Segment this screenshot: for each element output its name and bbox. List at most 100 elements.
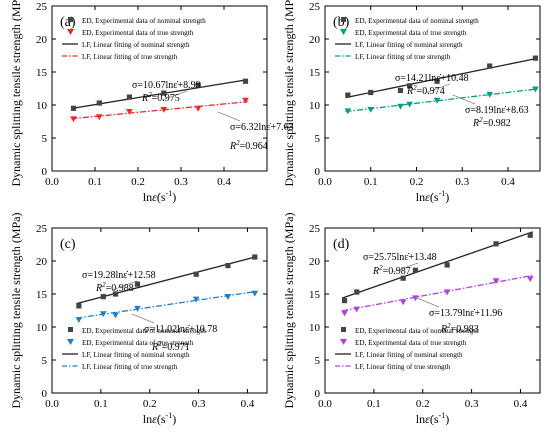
equation-nominal: σ=14.21lnε̇+10.48 bbox=[395, 73, 469, 84]
point-true bbox=[126, 109, 133, 115]
x-tick-label: 0.1 bbox=[367, 398, 381, 410]
point-nominal bbox=[112, 291, 119, 297]
chart-panel-c: 0 5 10 15 20 25 0.0 0.1 0.2 0.3 0.4 (c) σ=19.28lnε̇+… bbox=[9, 213, 268, 426]
r2-value: =0.971 bbox=[162, 342, 190, 353]
r2-true: R2=0.982 bbox=[472, 116, 511, 129]
y-tick-label: 25 bbox=[309, 223, 321, 235]
equation-true: σ=11.02lnε̇+10.78 bbox=[144, 324, 217, 335]
x-axis-label-close: ) bbox=[172, 190, 176, 204]
panel-label: (d) bbox=[333, 237, 350, 252]
x-axis-label: lnε̇(s-1) bbox=[416, 411, 449, 426]
point-true bbox=[353, 306, 361, 313]
x-tick-label: 0.4 bbox=[514, 398, 528, 410]
point-nominal bbox=[96, 100, 102, 106]
y-tick-label: 15 bbox=[36, 289, 48, 301]
equation-true: σ=13.79lnε̇+11.96 bbox=[429, 308, 502, 319]
point-true bbox=[341, 310, 348, 317]
r2-superscript: 2 bbox=[158, 340, 162, 348]
r2-value: =0.983 bbox=[451, 324, 479, 335]
point-nominal bbox=[341, 298, 348, 304]
r2-superscript: 2 bbox=[148, 91, 152, 99]
x-tick-label: 0.4 bbox=[217, 176, 231, 188]
r2-value: =0.982 bbox=[483, 118, 511, 129]
point-true bbox=[367, 107, 375, 113]
r2-superscript: 2 bbox=[413, 84, 417, 92]
r2-value: =0.974 bbox=[417, 86, 445, 97]
point-nominal bbox=[487, 63, 493, 69]
x-tick-label: 0.3 bbox=[174, 176, 188, 188]
legend-marker-true bbox=[340, 339, 347, 345]
point-nominal bbox=[134, 281, 141, 287]
legend-entry-ed_nominal: ED, Experimental data of nominal strengt… bbox=[355, 17, 479, 25]
r2-superscript: 2 bbox=[236, 139, 240, 147]
y-tick-label: 10 bbox=[36, 100, 48, 112]
point-nominal bbox=[225, 263, 231, 269]
point-nominal bbox=[195, 82, 201, 88]
point-true bbox=[100, 311, 107, 318]
x-axis-label-close: ) bbox=[445, 412, 449, 426]
r2-superscript: 2 bbox=[447, 322, 451, 330]
point-true bbox=[160, 107, 168, 113]
point-true bbox=[412, 295, 419, 302]
legend-marker-true bbox=[67, 29, 74, 35]
y-tick-label: 0 bbox=[315, 388, 321, 400]
r2-superscript: 2 bbox=[379, 264, 383, 272]
y-axis-label: Dynamic splitting tensile strength (MPa) bbox=[9, 213, 23, 409]
panel-label: (a) bbox=[60, 15, 76, 30]
y-tick-label: 10 bbox=[309, 322, 321, 334]
point-true bbox=[192, 296, 200, 303]
point-nominal bbox=[407, 83, 413, 89]
y-tick-label: 10 bbox=[36, 322, 48, 334]
r2-nominal: R2=0.987 bbox=[372, 264, 411, 277]
legend-entry-lf_true: LF, Linear fitting of true strength bbox=[82, 363, 178, 371]
legend-entry-lf_nominal: LF, Linear fitting of nominal strength bbox=[82, 41, 190, 49]
equation-nominal: σ=19.28lnε̇+12.58 bbox=[82, 270, 156, 281]
x-axis-label-ln: ln bbox=[143, 190, 152, 204]
x-axis-label-symbol: ε̇ bbox=[152, 412, 161, 426]
legend-entry-ed_nominal: ED, Experimental data of nominal strengt… bbox=[355, 327, 479, 335]
point-true bbox=[399, 299, 407, 306]
r2-value: =0.964 bbox=[240, 141, 268, 152]
y-tick-label: 5 bbox=[315, 355, 321, 367]
point-true bbox=[443, 289, 451, 296]
legend-marker-nominal bbox=[68, 17, 73, 22]
y-tick-label: 25 bbox=[36, 223, 48, 235]
chart-panel-d: 0 5 10 15 20 25 0.0 0.1 0.2 0.3 0.4 (d) σ=25.75lnε̇+… bbox=[282, 213, 541, 426]
r2-superscript: 2 bbox=[102, 281, 106, 289]
y-tick-label: 5 bbox=[42, 133, 48, 145]
point-nominal bbox=[493, 241, 499, 247]
leader-line-nominal bbox=[424, 83, 451, 94]
x-axis-label: lnε̇(s-1) bbox=[143, 189, 176, 204]
y-tick-label: 5 bbox=[315, 133, 321, 145]
point-nominal bbox=[434, 78, 440, 84]
equation-nominal: σ=25.75lnε̇+13.48 bbox=[363, 252, 437, 263]
x-axis-label-unit: (s bbox=[430, 190, 439, 204]
legend: ED, Experimental data of nominal strengt… bbox=[62, 327, 206, 371]
point-nominal bbox=[252, 254, 258, 260]
x-axis-label-exponent: -1 bbox=[166, 189, 173, 198]
r2-nominal: R2=0.974 bbox=[406, 84, 445, 97]
equation-nominal: σ=10.67lnε̇+8.99 bbox=[132, 80, 201, 91]
point-true bbox=[70, 116, 77, 123]
point-true bbox=[344, 108, 352, 115]
y-tick-label: 15 bbox=[309, 289, 321, 301]
legend-entry-lf_true: LF, Linear fitting of true strength bbox=[82, 53, 178, 61]
r2-true: R2=0.964 bbox=[229, 139, 268, 152]
y-axis-label: Dynamic splitting tensile strength (MPa) bbox=[9, 0, 23, 186]
x-axis-label: lnε̇(s-1) bbox=[143, 411, 176, 426]
legend-entry-lf_nominal: LF, Linear fitting of nominal strength bbox=[355, 41, 463, 49]
x-axis-label-ln: ln bbox=[416, 190, 425, 204]
legend-marker-nominal bbox=[68, 327, 73, 332]
point-true bbox=[492, 278, 500, 285]
legend-marker-true bbox=[67, 339, 74, 345]
x-axis-label-unit: (s bbox=[430, 412, 439, 426]
point-nominal bbox=[412, 267, 418, 273]
y-tick-label: 20 bbox=[309, 256, 321, 268]
fit-line-nominal bbox=[345, 57, 538, 99]
point-nominal bbox=[532, 55, 539, 61]
point-true bbox=[96, 114, 103, 121]
panel-label: (c) bbox=[60, 237, 76, 252]
point-true bbox=[134, 305, 141, 312]
